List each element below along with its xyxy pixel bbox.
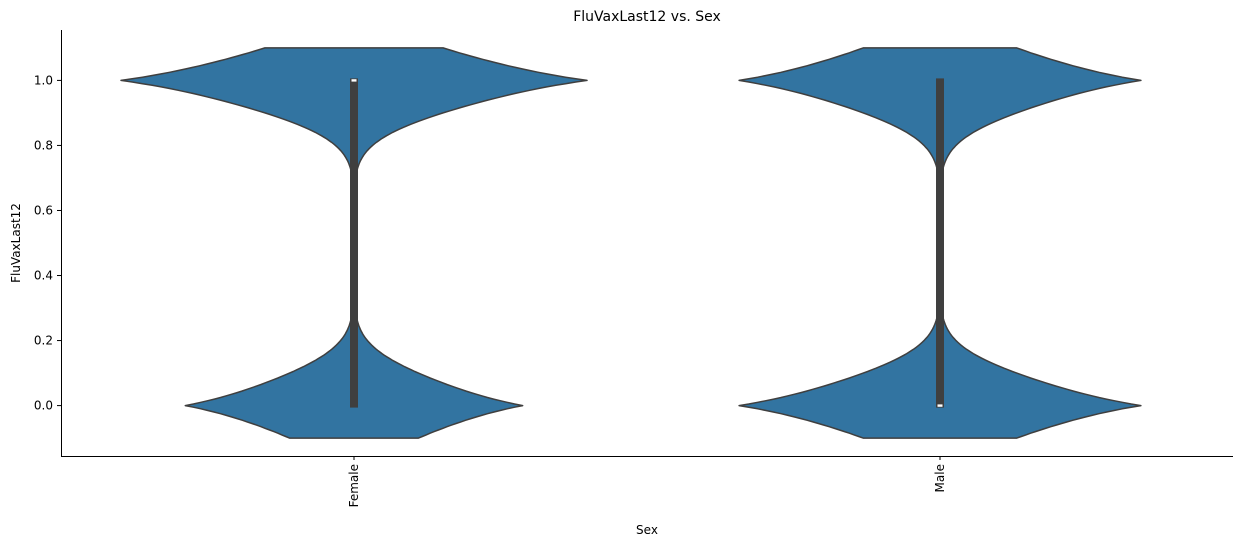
- y-axis-label: FluVaxLast12: [9, 203, 23, 283]
- violin-median-mark: [937, 404, 943, 407]
- y-tick-label: 0.6: [34, 203, 53, 217]
- y-tick-label: 0.2: [34, 334, 53, 348]
- y-tick-label: 0.4: [34, 269, 53, 283]
- y-tick-label: 1.0: [34, 73, 53, 87]
- y-ticks: 0.0 0.2 0.4 0.6 0.8 1.0: [34, 73, 61, 413]
- violin-iqr-box: [936, 78, 944, 408]
- chart-title: FluVaxLast12 vs. Sex: [573, 9, 721, 25]
- x-ticks: Female Male: [347, 456, 947, 507]
- violins-layer: [120, 47, 1142, 439]
- violin-median-mark: [351, 79, 357, 82]
- x-tick-label: Female: [347, 464, 361, 507]
- y-tick-label: 0.0: [34, 399, 53, 413]
- boxes-layer: [350, 78, 944, 408]
- x-axis-label: Sex: [636, 523, 658, 537]
- violin-iqr-box: [350, 78, 358, 408]
- y-tick-label: 0.8: [34, 138, 53, 152]
- x-tick-label: Male: [933, 464, 947, 492]
